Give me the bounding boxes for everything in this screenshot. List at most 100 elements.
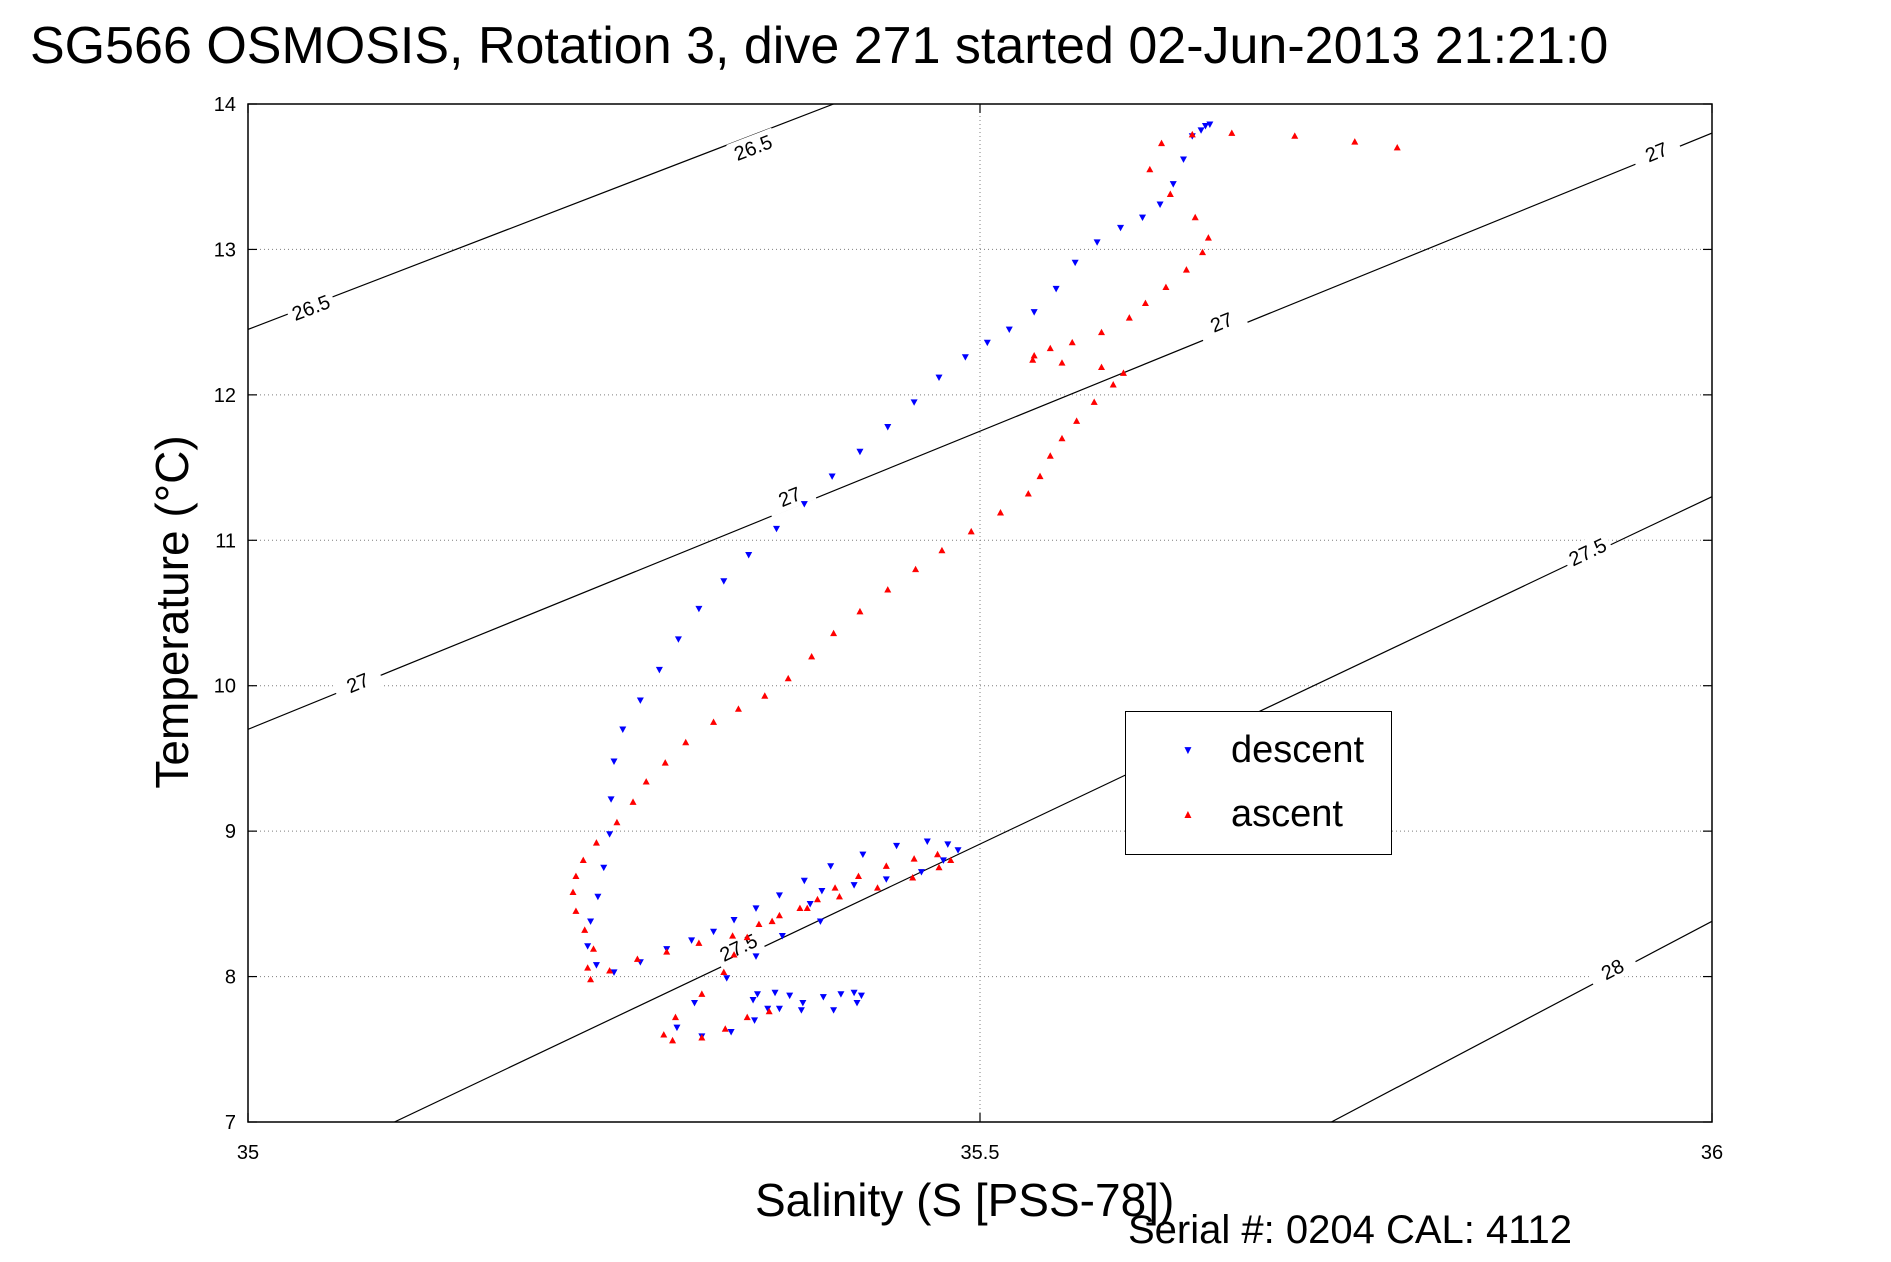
descent-point <box>607 796 615 803</box>
ascent-point <box>947 856 955 864</box>
ascent-point <box>581 926 589 933</box>
x-tick-label: 36 <box>1701 1142 1723 1164</box>
ascent-point <box>710 718 718 725</box>
contour-label-background <box>762 476 817 517</box>
x-tick-label: 35 <box>237 1142 259 1164</box>
contour-label: 26.5 <box>289 291 333 326</box>
descent-point <box>882 876 890 883</box>
y-tick-label: 14 <box>214 94 236 116</box>
contour-label-background <box>1560 530 1615 574</box>
ascent-point <box>729 932 737 939</box>
ascent-point <box>1046 452 1054 459</box>
ascent-point <box>1024 490 1032 497</box>
descent-point <box>749 997 757 1004</box>
ascent-point <box>629 798 637 805</box>
ascent-point <box>633 955 641 962</box>
contour-line <box>248 132 1712 730</box>
descent-point <box>786 992 794 1000</box>
ascent-point <box>1162 283 1170 291</box>
descent-point <box>1201 123 1209 130</box>
y-tick-label: 9 <box>225 821 236 843</box>
descent-point <box>688 937 696 944</box>
data-points <box>569 121 1401 1044</box>
descent-point <box>910 399 918 406</box>
ascent-point <box>669 1036 677 1044</box>
ascent-point <box>803 904 811 912</box>
ascent-point <box>671 1013 679 1021</box>
ascent-point <box>1058 359 1066 366</box>
ascent-point <box>698 990 706 997</box>
y-tick-label: 11 <box>215 530 236 552</box>
descent-point <box>674 636 682 643</box>
ascent-point <box>996 509 1005 516</box>
ascent-point <box>1109 381 1117 388</box>
descent-point <box>753 991 761 998</box>
descent-point <box>837 991 845 998</box>
descent-point <box>1206 121 1214 128</box>
ascent-point <box>569 888 577 896</box>
descent-point <box>850 882 858 889</box>
ascent-point <box>755 920 763 928</box>
ascent-point <box>1098 363 1106 371</box>
triangle-up-marker-icon: ▲ <box>1182 807 1194 821</box>
descent-point <box>673 1024 681 1032</box>
ascent-point <box>1098 328 1106 336</box>
descent-point <box>850 989 858 997</box>
contour-label: 26.5 <box>731 131 775 166</box>
triangle-down-marker-icon: ▼ <box>1182 743 1194 757</box>
descent-point <box>939 857 947 864</box>
ascent-point <box>835 892 843 900</box>
descent-point <box>1197 127 1205 134</box>
descent-point <box>695 605 703 613</box>
ascent-point <box>1036 472 1044 480</box>
descent-point <box>691 999 699 1007</box>
contour-label-background <box>1629 131 1684 173</box>
ascent-point <box>910 855 918 862</box>
ascent-point <box>743 1013 751 1021</box>
ascent-point <box>1204 234 1212 241</box>
ascent-point <box>1146 165 1154 173</box>
ascent-point <box>1228 129 1236 136</box>
descent-point <box>771 989 779 997</box>
descent-point <box>730 917 738 924</box>
contour-label-background <box>331 662 385 703</box>
legend-label-descent: descent <box>1231 729 1365 771</box>
ascent-point <box>765 1007 773 1015</box>
ascent-point <box>912 565 920 573</box>
chart-title: SG566 OSMOSIS, Rotation 3, dive 271 star… <box>30 17 1609 75</box>
descent-point <box>853 999 861 1007</box>
ascent-point <box>584 964 592 971</box>
contour-label-background <box>284 287 338 328</box>
ascent-point <box>935 863 943 871</box>
descent-point <box>827 863 835 870</box>
descent-point <box>857 992 865 1000</box>
ascent-point <box>761 692 769 699</box>
ascent-point <box>572 907 580 914</box>
descent-point <box>710 928 718 936</box>
ascent-point <box>884 586 892 593</box>
ascent-point <box>579 856 587 864</box>
ascent-point <box>1030 351 1038 359</box>
descent-point <box>828 473 836 480</box>
ascent-point <box>1188 130 1196 138</box>
ascent-point <box>606 967 614 974</box>
legend-item-descent: ▼ descent <box>1126 730 1391 770</box>
ascent-point <box>1141 299 1149 307</box>
ascent-point <box>1058 434 1066 442</box>
ascent-point <box>1182 266 1190 273</box>
ascent-point <box>813 895 822 903</box>
descent-point <box>944 841 952 848</box>
descent-point <box>1179 156 1188 163</box>
ascent-point <box>808 653 816 660</box>
descent-point <box>800 877 808 885</box>
contour-label-background <box>1585 947 1640 992</box>
descent-point <box>723 975 731 982</box>
descent-point <box>954 847 962 854</box>
descent-point <box>923 838 931 845</box>
descent-point <box>772 525 781 533</box>
ascent-point <box>1291 132 1299 139</box>
descent-point <box>745 552 753 559</box>
descent-point <box>1030 309 1038 316</box>
legend-label-ascent: ascent <box>1231 793 1343 835</box>
ascent-point <box>882 862 890 869</box>
